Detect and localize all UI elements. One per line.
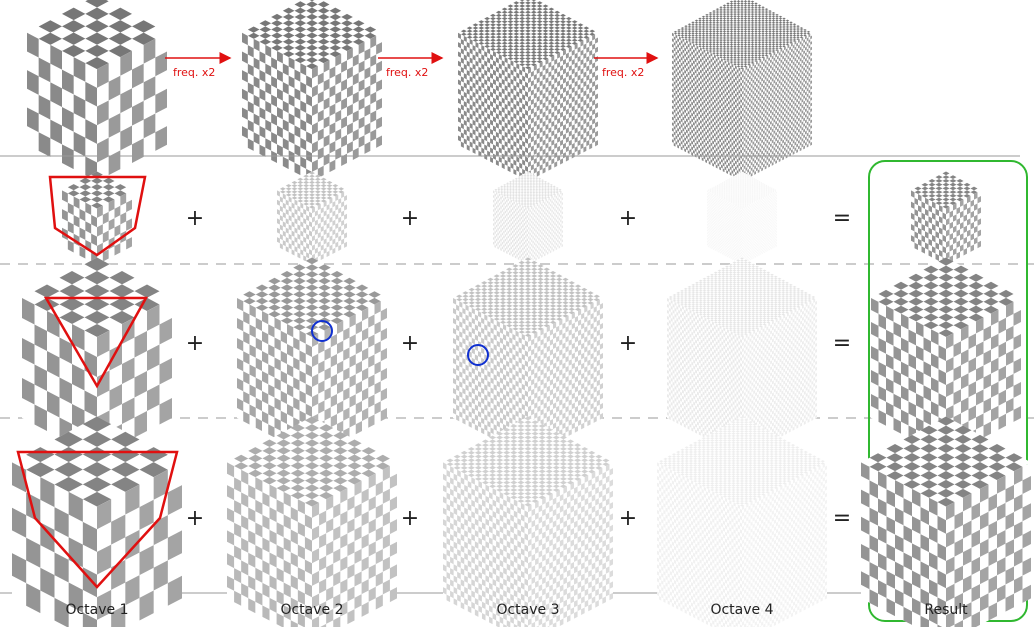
octave-4-row-2 bbox=[667, 257, 817, 457]
octave-3-row-3 bbox=[443, 416, 613, 627]
column-labels: Octave 1 Octave 2 Octave 3 Octave 4 Result bbox=[65, 602, 968, 618]
column-label-3: Octave 3 bbox=[496, 602, 559, 618]
column-label-5: Result bbox=[924, 602, 968, 618]
marker-circle-2 bbox=[467, 344, 489, 366]
highlight-outline-2 bbox=[43, 296, 149, 389]
top-cube-3 bbox=[458, 0, 598, 182]
equals-sign: = bbox=[833, 506, 851, 531]
column-label-2: Octave 2 bbox=[280, 602, 343, 618]
octave-1-row-3 bbox=[12, 416, 182, 627]
top-cube-4 bbox=[672, 0, 812, 182]
operators: + + + = + + + = + + + = bbox=[186, 206, 851, 531]
plus-sign: + bbox=[186, 331, 204, 356]
top-cube-2 bbox=[242, 0, 382, 182]
plus-sign: + bbox=[401, 206, 419, 231]
plus-sign: + bbox=[186, 206, 204, 231]
marker-circle-1 bbox=[311, 320, 333, 342]
column-label-4: Octave 4 bbox=[710, 602, 773, 618]
octave-2-row-2 bbox=[237, 257, 387, 457]
octave-2-row-1 bbox=[277, 171, 347, 265]
octave-4-row-1 bbox=[707, 171, 777, 265]
column-label-1: Octave 1 bbox=[65, 602, 128, 618]
plus-sign: + bbox=[619, 506, 637, 531]
freq-label-3: freq. x2 bbox=[602, 66, 644, 79]
equals-sign: = bbox=[833, 206, 851, 231]
highlight-outline-3 bbox=[16, 450, 179, 589]
plus-sign: + bbox=[186, 506, 204, 531]
top-cube-1 bbox=[27, 0, 167, 182]
octave-4-row-3 bbox=[657, 416, 827, 627]
freq-label-1: freq. x2 bbox=[173, 66, 215, 79]
plus-sign: + bbox=[401, 506, 419, 531]
highlight-overlays bbox=[16, 175, 489, 589]
equals-sign: = bbox=[833, 331, 851, 356]
result-cube-row-2 bbox=[871, 257, 1021, 457]
highlight-outline-1 bbox=[48, 175, 147, 257]
plus-sign: + bbox=[619, 331, 637, 356]
octave-2-row-3 bbox=[227, 416, 397, 627]
octave-1-row-1 bbox=[62, 171, 132, 265]
result-cube-row-3 bbox=[861, 416, 1031, 627]
result-cube-row-1 bbox=[911, 171, 981, 265]
top-cube-row bbox=[27, 0, 812, 182]
frequency-arrows: freq. x2 freq. x2 freq. x2 bbox=[165, 52, 659, 79]
plus-sign: + bbox=[619, 206, 637, 231]
octave-grid bbox=[12, 171, 1031, 627]
freq-label-2: freq. x2 bbox=[386, 66, 428, 79]
plus-sign: + bbox=[401, 331, 419, 356]
octave-3-row-1 bbox=[493, 171, 563, 265]
